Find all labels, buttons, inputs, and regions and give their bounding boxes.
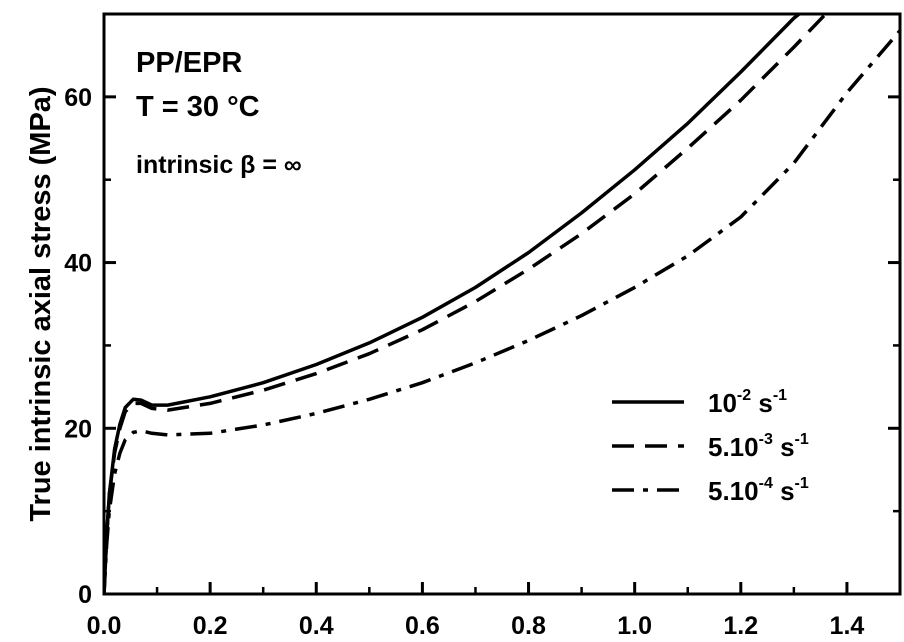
legend-superscript: -1 bbox=[795, 431, 809, 448]
x-tick-label: 1.0 bbox=[617, 612, 652, 640]
legend-label-3: 5.10-4 s-1 bbox=[708, 475, 809, 506]
legend-superscript: -1 bbox=[795, 475, 809, 492]
x-tick-label: 1.4 bbox=[830, 612, 865, 640]
x-tick-label: 0.2 bbox=[193, 612, 228, 640]
legend-superscript: -3 bbox=[759, 431, 773, 448]
y-tick-label: 60 bbox=[64, 84, 92, 112]
annotation-beta: intrinsic β = ∞ bbox=[136, 151, 302, 179]
x-tick-label: 0.6 bbox=[405, 612, 440, 640]
legend-label-2: 5.10-3 s-1 bbox=[708, 431, 809, 462]
legend-text: s bbox=[773, 432, 795, 462]
y-tick-label: 0 bbox=[78, 581, 92, 609]
x-tick-label: 0.8 bbox=[511, 612, 546, 640]
legend: 10-2 s-15.10-3 s-15.10-4 s-1 bbox=[612, 387, 809, 506]
legend-text: 5.10 bbox=[708, 476, 759, 506]
legend-superscript: -2 bbox=[737, 387, 751, 404]
y-tick-label: 20 bbox=[64, 415, 92, 443]
legend-text: 10 bbox=[708, 388, 737, 418]
y-tick-label: 40 bbox=[64, 250, 92, 278]
legend-superscript: -4 bbox=[759, 475, 773, 492]
legend-label-1: 10-2 s-1 bbox=[708, 387, 787, 418]
legend-superscript: -1 bbox=[773, 387, 787, 404]
legend-text: s bbox=[751, 388, 773, 418]
x-tick-label: 0.4 bbox=[299, 612, 334, 640]
y-axis-label: True intrinsic axial stress (MPa) bbox=[25, 86, 57, 521]
x-tick-label: 1.2 bbox=[723, 612, 758, 640]
annotation-temperature: T = 30 °C bbox=[136, 91, 260, 123]
legend-text: s bbox=[773, 476, 795, 506]
annotation-material: PP/EPR bbox=[136, 47, 242, 79]
legend-text: 5.10 bbox=[708, 432, 759, 462]
x-tick-label: 0.0 bbox=[87, 612, 122, 640]
